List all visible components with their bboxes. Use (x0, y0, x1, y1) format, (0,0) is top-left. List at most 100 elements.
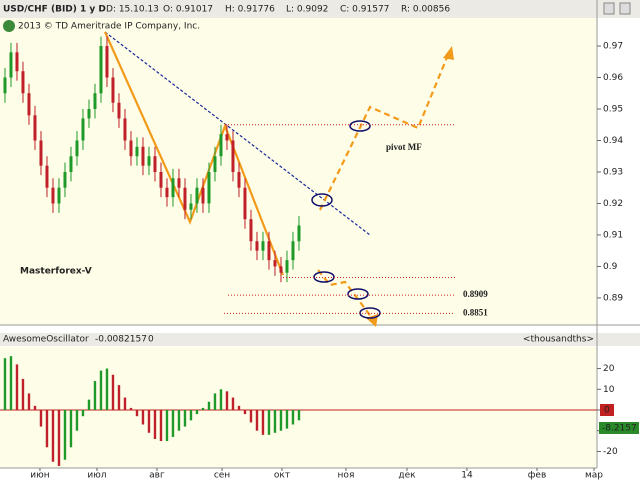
osc-bar (171, 409, 175, 437)
osc-bar (45, 409, 49, 448)
candle-body (285, 260, 289, 273)
osc-bar (21, 378, 25, 410)
y-tick-label: 0.96 (603, 73, 623, 83)
x-tick-label: мар (585, 471, 603, 480)
candle-body (165, 187, 169, 198)
header-high: H: 0.91776 (225, 5, 275, 15)
candle-body (99, 46, 103, 94)
osc-bar (183, 409, 187, 427)
header-close: C: 0.91577 (340, 5, 389, 15)
osc-bar (225, 391, 229, 410)
osc-bar (27, 393, 31, 410)
candle-body (141, 146, 145, 166)
y-tick-label: 0.97 (603, 42, 623, 52)
candle-body (225, 134, 229, 141)
marker-ellipse (349, 120, 371, 132)
marker-ellipse (347, 288, 369, 300)
osc-bar (123, 397, 127, 410)
osc-bar (117, 385, 121, 410)
osc-bar (153, 409, 157, 439)
candle-body (177, 178, 181, 188)
x-tick-label: ноя (338, 471, 355, 480)
osc-bar (267, 409, 271, 435)
candle-body (51, 187, 55, 204)
osc-bar (213, 393, 217, 410)
osc-zero: 0 (148, 335, 154, 345)
x-tick-label: фев (528, 471, 547, 480)
x-tick-label: дек (398, 471, 416, 480)
y-tick-label: 20 (603, 364, 615, 374)
header-low: L: 0.9092 (286, 5, 328, 15)
osc-bar (147, 409, 151, 433)
marker-ellipse (311, 193, 333, 207)
x-tick-label: июн (30, 471, 49, 480)
osc-bar (57, 409, 61, 466)
candle-body (207, 171, 211, 204)
candle-body (183, 187, 187, 210)
osc-bar (207, 401, 211, 410)
button[interactable] (603, 2, 615, 15)
brand: Masterforex-V (20, 267, 92, 277)
x-tick-label: 14 (461, 471, 473, 480)
candle-body (45, 165, 49, 188)
y-tick-label: 0.93 (603, 167, 623, 177)
x-tick-label: июл (87, 471, 106, 480)
candle-body (153, 156, 157, 172)
candle-body (297, 225, 301, 242)
osc-units: <thousandths> (523, 335, 594, 345)
arrow-head (443, 46, 454, 60)
candle-body (33, 115, 37, 141)
candle-body (237, 171, 241, 188)
osc-bar (261, 409, 265, 435)
y-tick-label: 0 (604, 405, 610, 415)
candle-body (3, 77, 7, 94)
candle-body (129, 140, 133, 157)
osc-bar (99, 370, 103, 410)
candle-body (105, 46, 109, 78)
zero-box (600, 403, 614, 416)
osc-bar (93, 380, 97, 410)
candle-body (261, 241, 265, 251)
x-tick-label: авг (149, 471, 165, 480)
candle-body (195, 187, 199, 204)
osc-bar (81, 409, 85, 417)
candle-body (171, 178, 175, 198)
candle-body (219, 134, 223, 157)
osc-bar (15, 364, 19, 410)
button[interactable] (619, 2, 631, 15)
candle-body (189, 203, 193, 210)
osc-bar (9, 356, 13, 410)
level-label: 0.8851 (463, 307, 488, 317)
osc-bar (243, 409, 247, 415)
candle-body (249, 219, 253, 242)
osc-bar (273, 409, 277, 433)
osc-bar (111, 374, 115, 410)
candle-body (255, 241, 259, 251)
candle-body (27, 93, 31, 116)
candle-body (159, 171, 163, 188)
pivot-label: pivot MF (386, 142, 422, 152)
candle-body (15, 52, 19, 72)
osc-bar (231, 397, 235, 410)
trendline (104, 31, 371, 236)
osc-bar (177, 409, 181, 431)
forecast-up (319, 54, 450, 211)
y-tick-label: 0.94 (603, 136, 623, 146)
candle-body (147, 156, 151, 166)
osc-bar (33, 405, 37, 410)
copyright: 2013 © TD Ameritrade IP Company, Inc. (18, 22, 200, 32)
candle-body (69, 156, 73, 172)
osc-bar (291, 409, 295, 425)
osc-title: AwesomeOscillator (3, 335, 89, 345)
osc-bar (105, 368, 109, 410)
osc-header-bar (0, 333, 640, 346)
osc-bar (159, 409, 163, 442)
symbol: USD/CHF (BID) 1 y D (3, 5, 106, 15)
osc-bar (63, 409, 67, 460)
osc-bar (51, 409, 55, 462)
osc-bar (297, 409, 301, 421)
osc-bar (75, 409, 79, 431)
y-tick-label: 0.92 (603, 199, 623, 209)
current-box (599, 422, 639, 434)
